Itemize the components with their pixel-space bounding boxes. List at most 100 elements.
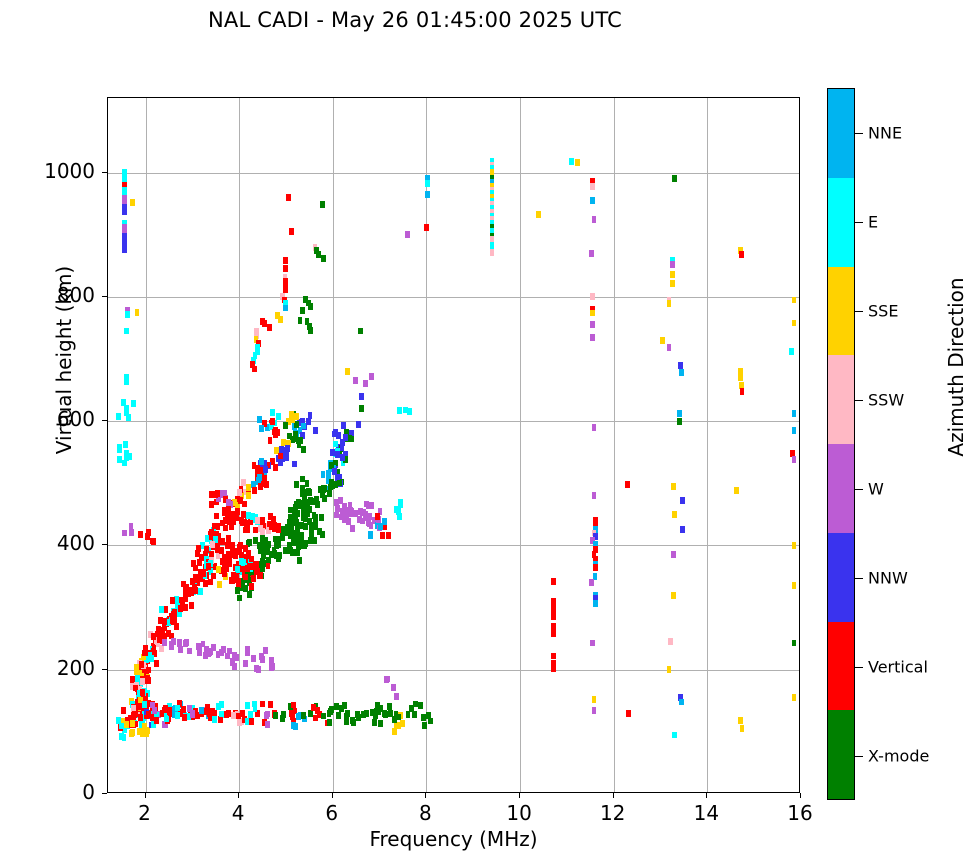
echo-cell xyxy=(273,552,279,560)
echo-cell xyxy=(272,524,278,532)
echo-cell xyxy=(121,177,127,185)
echo-cell xyxy=(240,578,245,585)
echo-cell xyxy=(181,705,187,713)
echo-cell xyxy=(151,720,157,728)
echo-cell xyxy=(144,704,150,711)
echo-cell xyxy=(791,410,797,418)
echo-cell xyxy=(161,617,167,625)
echo-cell xyxy=(127,714,133,722)
echo-cell xyxy=(340,453,346,461)
echo-cell xyxy=(335,451,341,459)
echo-cell xyxy=(124,327,130,335)
echo-cell xyxy=(243,585,249,592)
echo-cell xyxy=(338,497,343,505)
echo-cell xyxy=(342,502,348,510)
echo-cell xyxy=(230,711,236,719)
echo-cell xyxy=(296,441,302,449)
echo-cell xyxy=(343,712,349,720)
echo-cell xyxy=(226,550,232,558)
echo-cell xyxy=(195,549,200,557)
echo-cell xyxy=(134,308,140,316)
echo-cell xyxy=(271,546,277,554)
x-tick-label: 14 xyxy=(693,801,720,825)
echo-cell xyxy=(268,513,273,521)
echo-cell xyxy=(317,711,323,718)
echo-cell xyxy=(791,582,797,590)
echo-cell xyxy=(306,505,312,513)
echo-cell xyxy=(184,639,190,647)
echo-cell xyxy=(250,356,256,364)
echo-cell xyxy=(179,602,185,609)
echo-cell xyxy=(257,541,263,549)
echo-cell xyxy=(223,517,229,525)
echo-cell xyxy=(284,445,290,453)
echo-cell xyxy=(590,537,596,544)
echo-cell xyxy=(593,545,599,553)
echo-cell xyxy=(300,431,305,439)
echo-cell xyxy=(318,513,324,521)
echo-cell xyxy=(626,709,632,717)
echo-cell xyxy=(196,545,202,552)
echo-cell xyxy=(204,703,210,711)
echo-cell xyxy=(666,300,672,308)
echo-cell xyxy=(293,420,299,428)
echo-cell xyxy=(669,257,675,265)
echo-cell xyxy=(350,717,356,725)
echo-cell xyxy=(326,470,332,478)
echo-cell xyxy=(269,656,275,664)
echo-cell xyxy=(116,446,122,454)
echo-cell xyxy=(679,526,685,534)
echo-cell xyxy=(270,458,276,465)
echo-cell xyxy=(381,517,387,525)
echo-cell xyxy=(391,683,397,691)
echo-cell xyxy=(121,228,127,236)
echo-cell xyxy=(345,368,351,375)
echo-cell xyxy=(200,640,206,648)
echo-cell xyxy=(285,194,291,201)
x-tick xyxy=(425,793,427,798)
echo-cell xyxy=(309,498,315,505)
echo-cell xyxy=(255,709,261,717)
echo-cell xyxy=(254,517,260,525)
echo-cell xyxy=(300,307,306,314)
x-tick-label: 8 xyxy=(419,801,432,825)
x-tick xyxy=(519,793,521,798)
echo-cell xyxy=(129,675,135,683)
echo-cell xyxy=(376,707,382,715)
echo-cell xyxy=(591,423,597,431)
echo-cell xyxy=(244,522,250,530)
echo-cell xyxy=(275,536,281,543)
echo-cell xyxy=(229,659,235,667)
echo-cell xyxy=(287,531,293,539)
echo-cell xyxy=(386,703,392,711)
echo-cell xyxy=(211,643,217,651)
echo-cell xyxy=(383,710,389,718)
echo-cell xyxy=(285,417,291,425)
echo-cell xyxy=(272,464,278,472)
echo-cell xyxy=(791,319,797,327)
echo-cell xyxy=(293,722,299,730)
echo-cell xyxy=(252,705,258,713)
echo-cell xyxy=(342,456,348,464)
echo-cell xyxy=(139,661,145,669)
echo-cell xyxy=(489,190,495,198)
echo-cell xyxy=(214,512,219,520)
echo-cell xyxy=(374,522,380,529)
echo-cell xyxy=(279,530,285,538)
echo-cell xyxy=(312,513,318,521)
colorbar-band-w xyxy=(828,444,854,533)
echo-cell xyxy=(376,516,382,524)
echo-cell xyxy=(237,496,243,504)
echo-cell xyxy=(300,504,306,512)
colorbar-band-sse xyxy=(828,266,854,356)
echo-cell xyxy=(171,610,177,618)
echo-cell xyxy=(321,712,326,720)
echo-cell xyxy=(374,513,380,520)
echo-cell xyxy=(259,653,265,661)
echo-cell xyxy=(426,712,432,720)
echo-cell xyxy=(162,638,168,646)
echo-cell xyxy=(281,296,287,304)
echo-cell xyxy=(672,510,678,518)
echo-cell xyxy=(329,462,335,470)
echo-cell xyxy=(235,507,241,515)
